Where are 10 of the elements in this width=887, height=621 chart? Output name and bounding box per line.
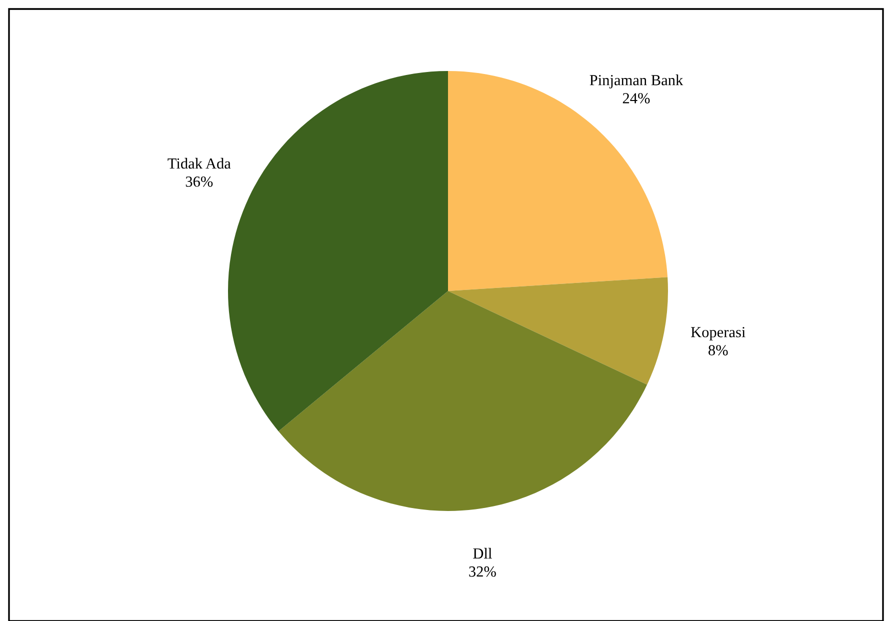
slice-label: Pinjaman Bank: [590, 74, 684, 88]
pie-slice: [448, 277, 668, 385]
pie-slice: [278, 291, 648, 511]
data-label: 8%: [708, 345, 728, 356]
data-label: 32%: [469, 566, 496, 577]
data-label: 24%: [622, 93, 650, 104]
slice-label: Dll: [473, 548, 492, 558]
slice-label: Koperasi: [690, 327, 746, 340]
slice-label: Tidak Ada: [168, 158, 231, 169]
data-label: 36%: [186, 176, 213, 187]
